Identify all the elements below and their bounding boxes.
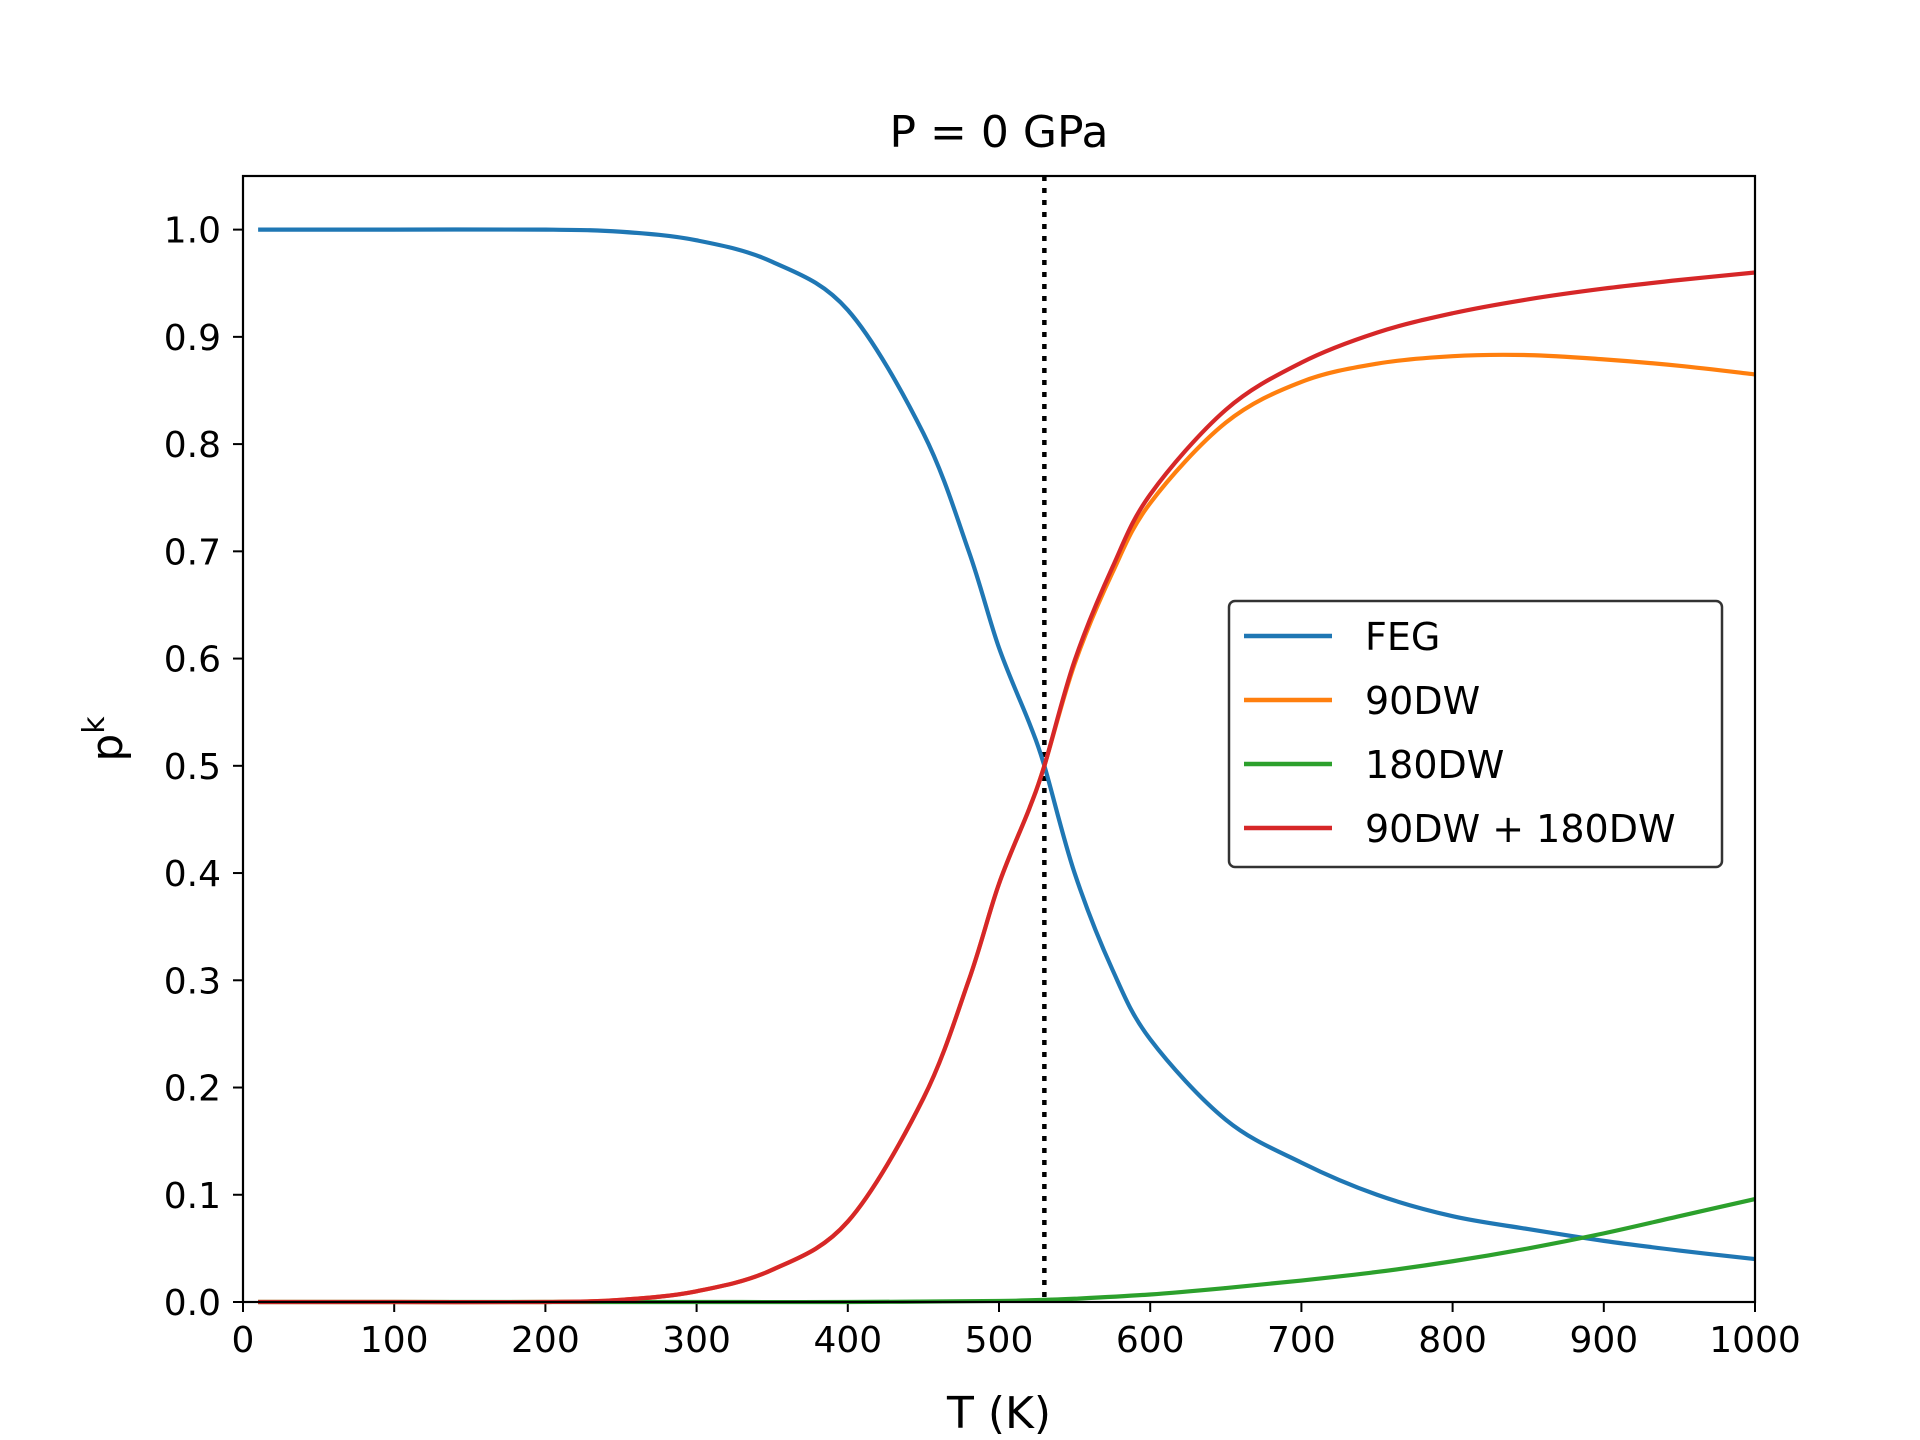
y-tick-label: 0.8 xyxy=(164,425,221,466)
x-axis-label: T (K) xyxy=(946,1388,1051,1439)
y-tick-label: 0.3 xyxy=(164,961,221,1002)
legend-label: 180DW xyxy=(1365,743,1504,787)
chart-title: P = 0 GPa xyxy=(890,107,1109,158)
y-tick-label: 1.0 xyxy=(164,211,221,252)
y-tick-label: 0.9 xyxy=(164,318,221,359)
legend-label: 90DW + 180DW xyxy=(1365,807,1676,851)
y-tick-label: 0.4 xyxy=(164,854,221,895)
x-tick-label: 1000 xyxy=(1709,1320,1801,1361)
y-tick-label: 0.0 xyxy=(164,1283,221,1324)
x-tick-label: 600 xyxy=(1116,1320,1185,1361)
x-tick-label: 900 xyxy=(1569,1320,1638,1361)
series-line-4 xyxy=(258,270,1756,1305)
x-tick-label: 100 xyxy=(360,1320,429,1361)
x-tick-label: 800 xyxy=(1418,1320,1487,1361)
y-tick-label: 0.7 xyxy=(164,532,221,573)
x-tick-label: 300 xyxy=(662,1320,731,1361)
x-tick-label: 500 xyxy=(965,1320,1034,1361)
legend: FEG 90DW 180DW 90DW + 180DW xyxy=(1227,599,1724,869)
x-tick-label: 700 xyxy=(1267,1320,1336,1361)
legend-items: FEG 90DW 180DW 90DW + 180DW xyxy=(1244,615,1676,851)
y-axis-label: pk xyxy=(77,716,133,762)
tick-group: 0 100 200 300 400 500 600 700 800 900 1000 0.0 0.1 0.… xyxy=(164,211,1801,1361)
x-tick-label: 200 xyxy=(511,1320,580,1361)
y-tick-label: 0.6 xyxy=(164,640,221,681)
y-axis-label-superscript: k xyxy=(77,716,112,734)
legend-label: FEG xyxy=(1365,615,1440,659)
legend-label: 90DW xyxy=(1365,679,1480,723)
y-tick-label: 0.2 xyxy=(164,1069,221,1110)
axes-frame xyxy=(241,174,1757,1304)
series-line-1 xyxy=(258,227,1756,1262)
x-tick-label: 400 xyxy=(813,1320,882,1361)
x-tick-label: 0 xyxy=(232,1320,255,1361)
legend-box xyxy=(1227,599,1724,869)
y-tick-label: 0.1 xyxy=(164,1176,221,1217)
y-tick-label: 0.5 xyxy=(164,747,221,788)
y-axis-label-base: p xyxy=(82,734,133,762)
